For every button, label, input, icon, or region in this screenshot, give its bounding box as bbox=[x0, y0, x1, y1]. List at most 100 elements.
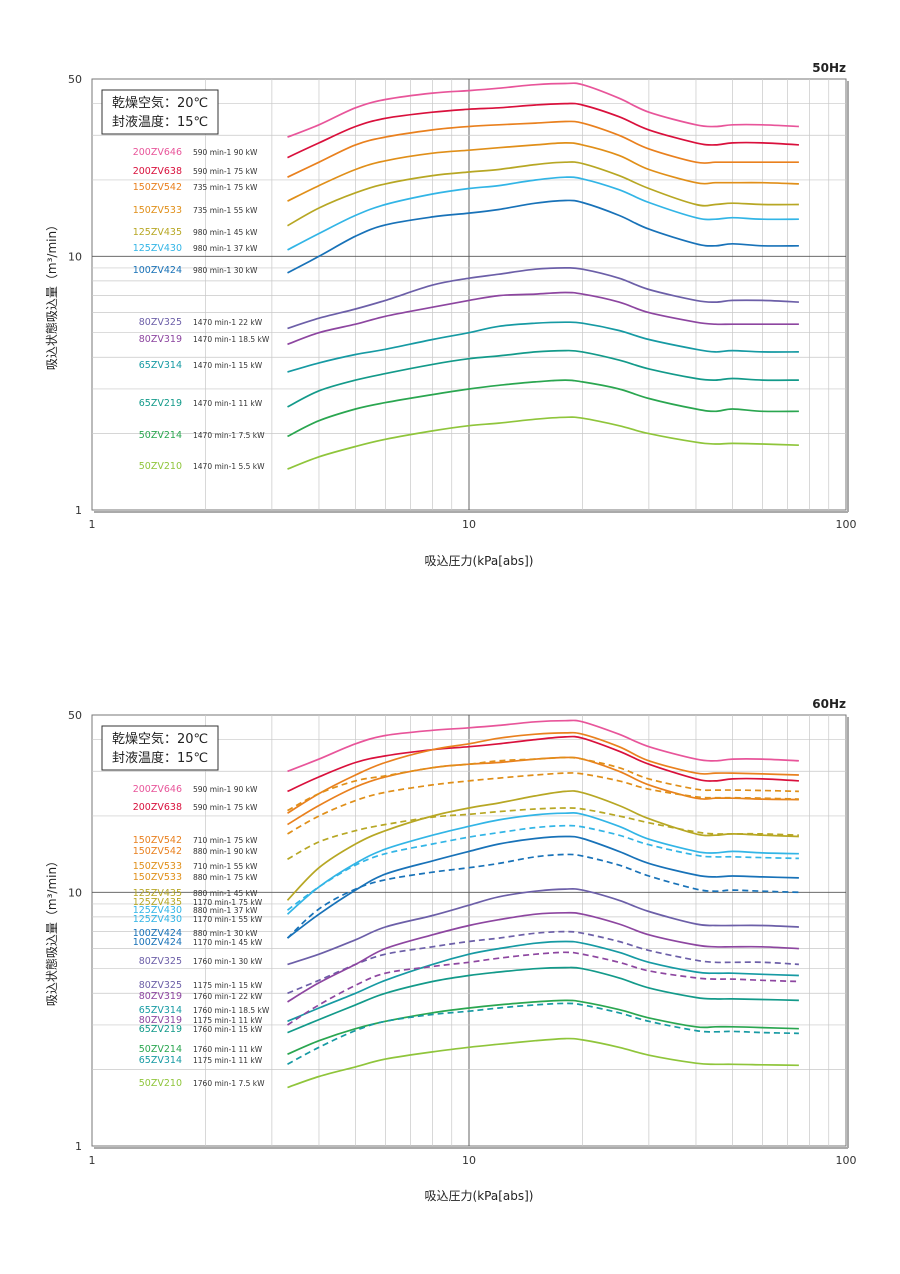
series-line-200ZV646 bbox=[287, 719, 799, 773]
y-axis-label: 吸込状態吸込量（m³/min） bbox=[44, 855, 59, 1006]
legend-model-125ZV435: 125ZV435 bbox=[133, 897, 182, 908]
legend-model-150ZV533: 150ZV533 bbox=[133, 205, 182, 216]
condition-box bbox=[101, 89, 219, 135]
series-line-50ZV214 bbox=[287, 999, 799, 1055]
legend-model-125ZV435: 125ZV435 bbox=[133, 888, 182, 899]
legend-spec: 1760 min-1 15 kW bbox=[193, 1025, 263, 1034]
legend-model-65ZV314: 65ZV314 bbox=[139, 1055, 182, 1066]
series-line-80ZV319 bbox=[287, 291, 799, 346]
legend: 200ZV646 590 min-1 90 kW 200ZV638 590 min-1… bbox=[133, 147, 270, 472]
series-line-125ZV430 bbox=[287, 176, 799, 251]
legend-model-80ZV319: 80ZV319 bbox=[139, 991, 182, 1002]
legend-spec: 710 min-1 55 kW bbox=[193, 862, 258, 871]
series-line-125ZV430 bbox=[286, 812, 799, 915]
legend-model-65ZV219: 65ZV219 bbox=[139, 1024, 182, 1035]
series-line-65ZV314 bbox=[287, 321, 799, 373]
condition-text: 封液温度：15℃ bbox=[112, 750, 208, 766]
y-tick-label: 10 bbox=[68, 886, 82, 899]
series-line-50ZV210 bbox=[287, 1037, 799, 1089]
legend-model-80ZV319: 80ZV319 bbox=[139, 1015, 182, 1026]
legend-model-200ZV638: 200ZV638 bbox=[133, 166, 182, 177]
legend-spec: 1170 min-1 55 kW bbox=[193, 915, 263, 924]
legend-model-80ZV319: 80ZV319 bbox=[139, 334, 182, 345]
series-line-65ZV314 bbox=[287, 1002, 799, 1066]
legend-model-150ZV533: 150ZV533 bbox=[133, 861, 182, 872]
legend-spec: 735 min-1 55 kW bbox=[193, 206, 258, 215]
legend-spec: 590 min-1 90 kW bbox=[193, 785, 258, 794]
legend-model-65ZV219: 65ZV219 bbox=[139, 398, 182, 409]
series-line-125ZV435 bbox=[287, 807, 799, 861]
series-line-200ZV638 bbox=[287, 735, 799, 793]
legend-spec: 880 min-1 45 kW bbox=[193, 889, 258, 898]
series-line-50ZV210 bbox=[287, 416, 799, 470]
grid bbox=[92, 715, 846, 1146]
legend-model-80ZV325: 80ZV325 bbox=[139, 317, 182, 328]
legend-spec: 1760 min-1 30 kW bbox=[193, 957, 263, 966]
y-tick-label: 50 bbox=[68, 709, 82, 722]
series-line-150ZV533 bbox=[287, 756, 799, 812]
legend-model-65ZV314: 65ZV314 bbox=[139, 1005, 182, 1016]
legend-spec: 980 min-1 37 kW bbox=[193, 244, 258, 253]
legend-spec: 1470 min-1 11 kW bbox=[193, 399, 263, 408]
legend-spec: 1760 min-1 11 kW bbox=[193, 1045, 263, 1054]
x-tick-label: 1 bbox=[89, 518, 96, 531]
legend-model-125ZV430: 125ZV430 bbox=[133, 243, 182, 254]
legend-model-50ZV214: 50ZV214 bbox=[139, 430, 182, 441]
legend-model-80ZV325: 80ZV325 bbox=[139, 956, 182, 967]
legend-model-100ZV424: 100ZV424 bbox=[133, 928, 182, 939]
series-line-200ZV646 bbox=[287, 82, 799, 138]
series-line-65ZV219 bbox=[287, 349, 799, 408]
legend-model-100ZV424: 100ZV424 bbox=[133, 265, 182, 276]
legend-model-50ZV210: 50ZV210 bbox=[139, 1078, 182, 1089]
legend-model-125ZV430: 125ZV430 bbox=[133, 905, 182, 916]
legend-spec: 1470 min-1 18.5 kW bbox=[193, 335, 270, 344]
chart-0: 1 10 100 1 10 50 50Hz 吸込圧力(kPa[abs]) 吸込状態吸込量（m³/… bbox=[44, 61, 857, 568]
legend: 200ZV646 590 min-1 90 kW 200ZV638 590 min-1… bbox=[133, 784, 270, 1089]
chart-title: 60Hz bbox=[812, 697, 846, 711]
series-line-100ZV424 bbox=[287, 199, 799, 274]
legend-model-100ZV424: 100ZV424 bbox=[133, 937, 182, 948]
legend-model-65ZV314: 65ZV314 bbox=[139, 360, 182, 371]
chart-title: 50Hz bbox=[812, 61, 846, 75]
series-line-80ZV325 bbox=[287, 266, 799, 330]
x-axis-label: 吸込圧力(kPa[abs]) bbox=[425, 1189, 534, 1203]
series-line-150ZV542 bbox=[287, 120, 799, 178]
legend-spec: 1760 min-1 18.5 kW bbox=[193, 1006, 270, 1015]
legend-spec: 880 min-1 90 kW bbox=[193, 847, 258, 856]
legend-spec: 590 min-1 75 kW bbox=[193, 167, 258, 176]
condition-text: 封液温度：15℃ bbox=[112, 114, 208, 130]
series-line-150ZV533 bbox=[287, 142, 799, 202]
legend-spec: 980 min-1 30 kW bbox=[193, 266, 258, 275]
chart-1: 1 10 100 1 10 50 60Hz 吸込圧力(kPa[abs]) 吸込状態吸込量（m³/… bbox=[44, 697, 857, 1203]
series-line-65ZV314 bbox=[287, 940, 799, 1023]
legend-model-80ZV325: 80ZV325 bbox=[139, 980, 182, 991]
legend-spec: 1175 min-1 15 kW bbox=[193, 981, 263, 990]
legend-model-200ZV646: 200ZV646 bbox=[133, 784, 182, 795]
legend-model-125ZV435: 125ZV435 bbox=[133, 227, 182, 238]
legend-model-150ZV533: 150ZV533 bbox=[133, 872, 182, 883]
series-line-150ZV542 bbox=[287, 731, 799, 814]
x-tick-label: 100 bbox=[836, 518, 857, 531]
x-tick-label: 10 bbox=[462, 518, 476, 531]
series-line-125ZV435 bbox=[287, 161, 799, 227]
series-line-125ZV430 bbox=[286, 824, 799, 911]
y-axis-label: 吸込状態吸込量（m³/min） bbox=[44, 219, 59, 370]
series-line-80ZV319 bbox=[287, 951, 799, 1026]
legend-spec: 880 min-1 30 kW bbox=[193, 929, 258, 938]
legend-model-50ZV210: 50ZV210 bbox=[139, 461, 182, 472]
series-line-150ZV533 bbox=[287, 772, 799, 835]
legend-spec: 1170 min-1 75 kW bbox=[193, 898, 263, 907]
series-line-100ZV424 bbox=[286, 835, 799, 939]
legend-spec: 1170 min-1 45 kW bbox=[193, 938, 263, 947]
legend-spec: 590 min-1 75 kW bbox=[193, 803, 258, 812]
series-line-200ZV638 bbox=[287, 102, 799, 159]
x-tick-label: 1 bbox=[89, 1154, 96, 1167]
legend-spec: 1760 min-1 22 kW bbox=[193, 992, 263, 1001]
legend-spec: 1470 min-1 22 kW bbox=[193, 318, 263, 327]
condition-text: 乾燥空気：20℃ bbox=[112, 95, 208, 111]
series-lines bbox=[287, 82, 799, 470]
legend-spec: 880 min-1 75 kW bbox=[193, 873, 258, 882]
series-lines bbox=[286, 719, 799, 1089]
legend-spec: 710 min-1 75 kW bbox=[193, 836, 258, 845]
series-line-125ZV435 bbox=[286, 790, 799, 901]
